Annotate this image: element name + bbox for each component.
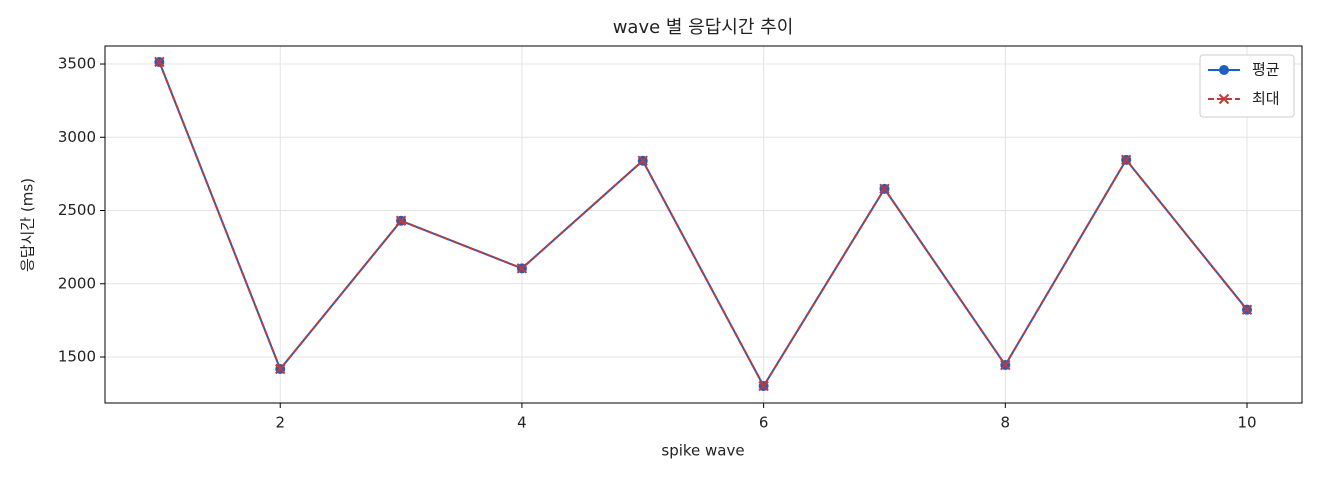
plot-frame xyxy=(104,45,1303,404)
x-tick-label: 6 xyxy=(759,414,769,432)
x-tick-label: 2 xyxy=(275,414,285,432)
y-tick-label: 2000 xyxy=(58,274,96,292)
y-tick-label: 3500 xyxy=(58,55,96,73)
marker xyxy=(879,183,890,195)
y-tick-label: 2500 xyxy=(58,201,96,219)
marker xyxy=(1000,359,1011,371)
x-axis-label: spike wave xyxy=(661,442,744,460)
marker xyxy=(637,155,648,166)
marker xyxy=(758,380,769,392)
y-tick-label: 3000 xyxy=(58,128,96,146)
y-axis-label: 응답시간 (ms) xyxy=(19,178,37,272)
marker xyxy=(395,215,407,226)
x-tick-label: 4 xyxy=(517,414,527,432)
marker xyxy=(1241,304,1253,315)
data-line xyxy=(158,61,1248,389)
marker xyxy=(154,56,165,68)
y-tick-label: 1500 xyxy=(58,348,96,366)
marker xyxy=(1219,65,1229,75)
x-tick-label: 10 xyxy=(1237,414,1256,432)
marker xyxy=(275,363,286,375)
x-tick-label: 8 xyxy=(1001,414,1011,432)
chart-title: wave 별 응답시간 추이 xyxy=(613,17,794,38)
marker xyxy=(1120,154,1132,166)
marker xyxy=(1218,93,1230,105)
legend-label: 최대 xyxy=(1252,90,1280,108)
data-line xyxy=(158,61,1248,389)
marker xyxy=(516,263,528,274)
legend-label: 평균 xyxy=(1252,61,1280,79)
legend-box xyxy=(1199,54,1295,118)
